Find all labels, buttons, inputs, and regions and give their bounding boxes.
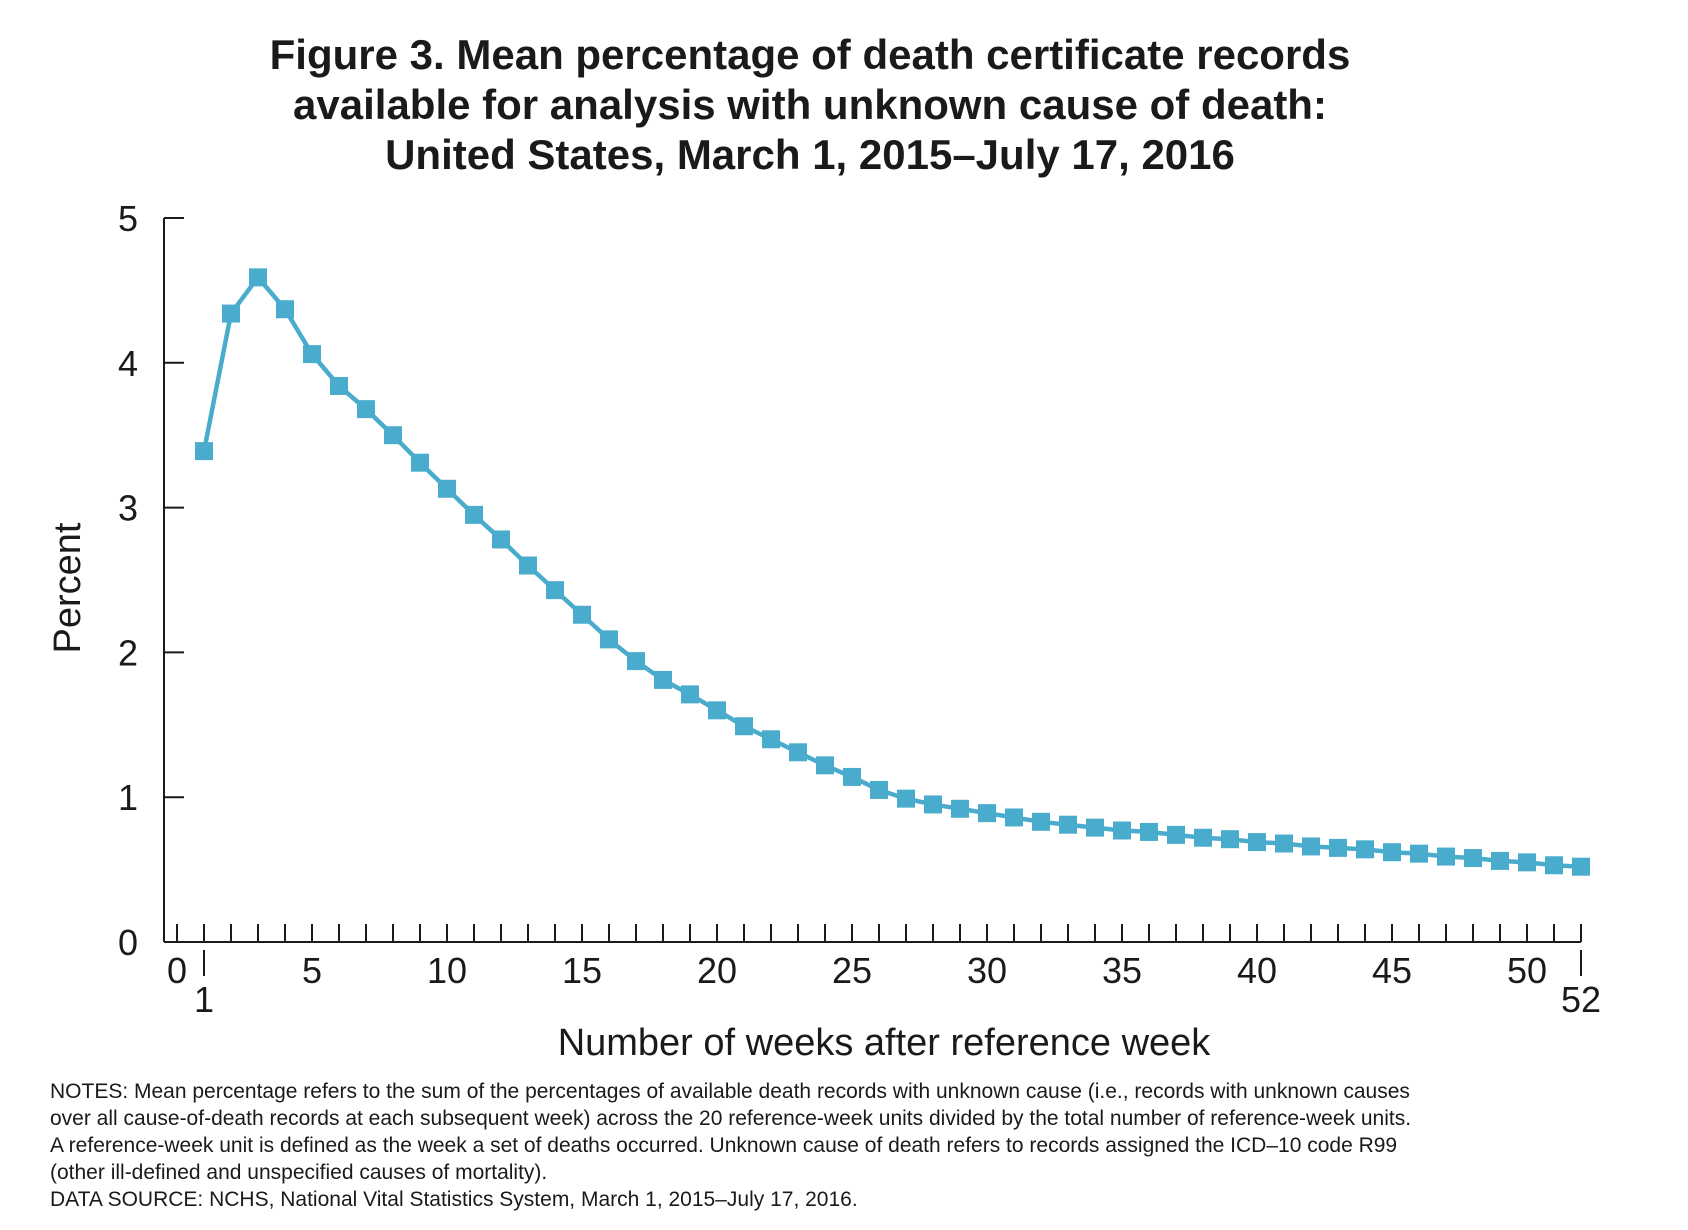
data-point	[654, 670, 672, 689]
y-axis: 0 1 2 3 4 5	[118, 198, 184, 963]
data-point	[330, 376, 348, 395]
x-tick-label: 1	[194, 979, 214, 1020]
y-tick-label: 2	[118, 632, 138, 673]
data-point	[519, 556, 537, 575]
x-tick-label: 40	[1237, 950, 1277, 991]
notes-line-3: A reference-week unit is defined as the …	[50, 1134, 1398, 1157]
data-point	[600, 630, 618, 649]
x-tick-label: 35	[1102, 950, 1142, 991]
y-axis-label: Percent	[47, 522, 89, 653]
notes-line-2: over all cause-of-death records at each …	[50, 1107, 1412, 1130]
data-point	[465, 505, 483, 524]
chart-title: Figure 3. Mean percentage of death certi…	[0, 30, 1620, 180]
data-point	[546, 581, 564, 600]
data-point	[816, 756, 834, 775]
data-point	[1248, 833, 1266, 852]
chart-title-line-3: United States, March 1, 2015–July 17, 20…	[385, 131, 1235, 178]
x-tick-label: 20	[697, 950, 737, 991]
y-tick-label: 0	[118, 922, 138, 963]
data-point	[195, 442, 213, 461]
data-point	[843, 767, 861, 786]
chart-title-line-1: Figure 3. Mean percentage of death certi…	[269, 31, 1351, 78]
chart-title-line-2: available for analysis with unknown caus…	[293, 81, 1327, 128]
data-point	[276, 300, 294, 319]
data-point	[249, 268, 267, 287]
data-point	[1329, 838, 1347, 857]
data-point	[1086, 818, 1104, 837]
data-point	[1572, 857, 1590, 876]
data-point	[1545, 856, 1563, 875]
data-point	[303, 345, 321, 364]
data-point	[735, 717, 753, 736]
x-tick-label: 30	[967, 950, 1007, 991]
data-point	[1221, 830, 1239, 849]
data-point	[1383, 843, 1401, 862]
data-point	[1059, 815, 1077, 834]
x-tick-label: 10	[427, 950, 467, 991]
series-line	[201, 275, 1582, 869]
data-point	[1518, 853, 1536, 872]
x-tick-label: 45	[1372, 950, 1412, 991]
data-point	[573, 605, 591, 624]
data-point	[411, 453, 429, 472]
y-tick-label: 5	[118, 198, 138, 239]
x-axis-label: Number of weeks after reference week	[558, 1022, 1212, 1064]
data-point	[1005, 808, 1023, 827]
x-tick-label: 52	[1561, 979, 1601, 1020]
data-point	[1167, 825, 1185, 844]
x-tick-label: 0	[167, 950, 187, 991]
data-point	[978, 804, 996, 823]
data-point	[897, 789, 915, 808]
notes-line-4: (other ill-defined and unspecified cause…	[50, 1161, 548, 1184]
data-source: DATA SOURCE: NCHS, National Vital Statis…	[50, 1188, 858, 1211]
data-point	[1302, 837, 1320, 856]
data-point	[924, 795, 942, 814]
data-point	[1410, 844, 1428, 863]
data-point	[1113, 821, 1131, 840]
data-point	[1491, 851, 1509, 870]
data-point	[1194, 828, 1212, 847]
data-point	[1275, 834, 1293, 853]
data-point	[1356, 840, 1374, 859]
data-point	[681, 685, 699, 704]
notes-line-1: NOTES: Mean percentage refers to the sum…	[50, 1080, 1410, 1103]
y-tick-label: 4	[118, 343, 138, 384]
data-point	[789, 743, 807, 762]
data-point	[1032, 812, 1050, 831]
data-point	[357, 400, 375, 419]
y-tick-label: 1	[118, 777, 138, 818]
x-tick-label: 25	[832, 950, 872, 991]
x-tick-label: 5	[302, 950, 322, 991]
data-point	[1464, 849, 1482, 868]
x-tick-label: 15	[562, 950, 602, 991]
data-point	[438, 479, 456, 498]
data-point	[384, 426, 402, 445]
data-point	[1140, 822, 1158, 841]
data-point	[222, 304, 240, 323]
x-tick-label: 50	[1507, 950, 1547, 991]
data-point	[951, 799, 969, 818]
data-point	[1437, 847, 1455, 866]
data-point	[870, 780, 888, 799]
data-point	[492, 530, 510, 549]
data-point	[762, 730, 780, 749]
y-tick-label: 3	[118, 488, 138, 529]
notes: NOTES: Mean percentage refers to the sum…	[50, 1078, 1610, 1213]
data-point	[627, 652, 645, 671]
data-point	[708, 701, 726, 720]
series	[195, 268, 1590, 876]
